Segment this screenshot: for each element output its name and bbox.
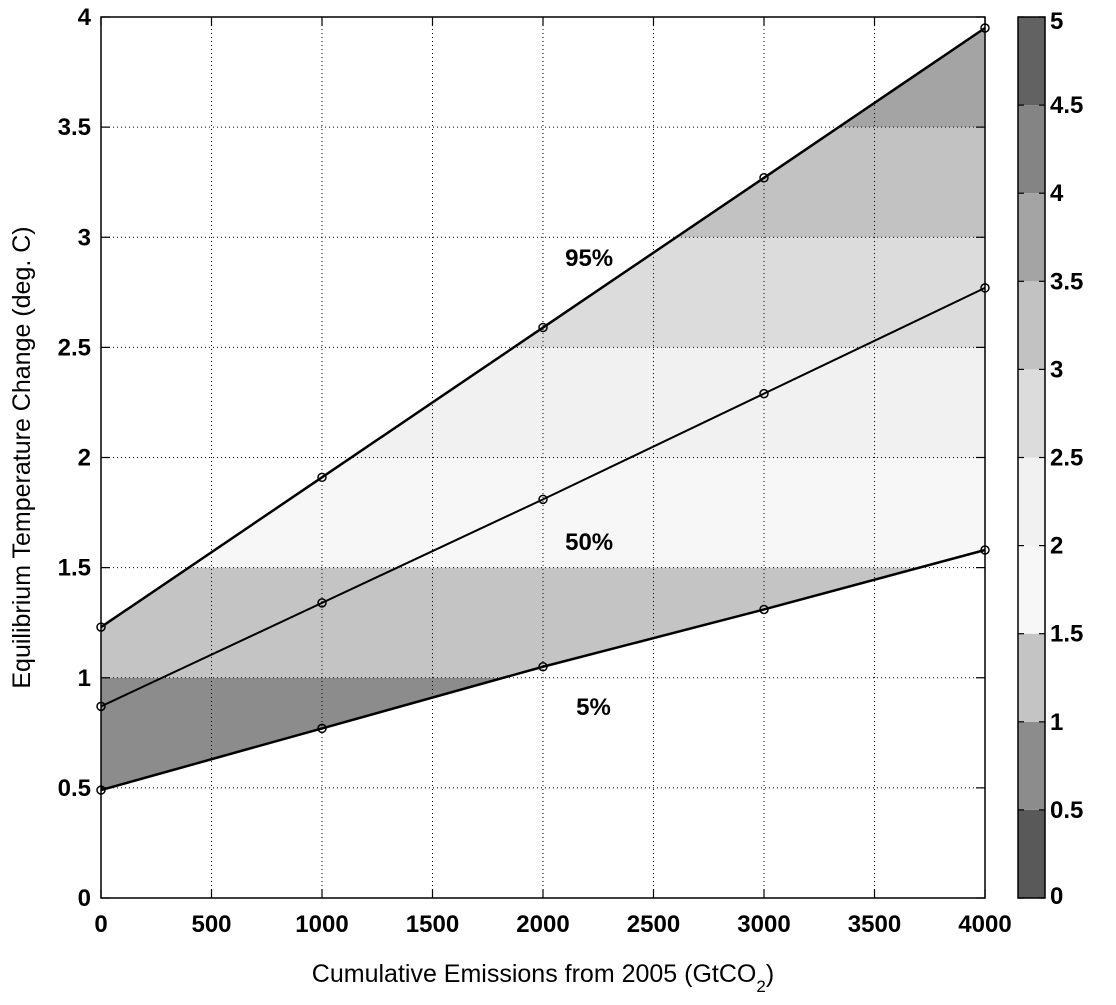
x-tick-label-1: 500 bbox=[191, 911, 231, 938]
y-tick-label-5: 2.5 bbox=[58, 334, 91, 361]
data-point-95pct-1 bbox=[317, 472, 327, 483]
x-tick-label-7: 3500 bbox=[848, 911, 901, 938]
colorbar-band-2 bbox=[1018, 633, 1045, 722]
y-tick-label-4: 2 bbox=[78, 445, 91, 472]
y-tick-label-6: 3 bbox=[78, 224, 91, 251]
colorbar-tick-label-8: 4 bbox=[1050, 180, 1064, 207]
data-point-50pct-1 bbox=[317, 598, 327, 608]
series-line-5pct bbox=[100, 548, 986, 792]
colorbar-tick-label-4: 2 bbox=[1050, 533, 1063, 560]
data-point-5pct-1 bbox=[317, 723, 327, 734]
data-point-5pct-2 bbox=[538, 661, 548, 672]
fill-band-1 bbox=[101, 677, 985, 788]
data-point-5pct-3 bbox=[759, 604, 769, 615]
x-tick-label-0: 0 bbox=[94, 911, 107, 938]
series-line-50pct bbox=[100, 287, 986, 708]
y-tick-label-0: 0 bbox=[78, 885, 91, 912]
fill-band-3 bbox=[101, 457, 985, 568]
fill-band-4 bbox=[101, 347, 985, 458]
colorbar: 0 0.5 1 1.5 2 2.5 3 3.5 4 4.5 5 bbox=[1017, 8, 1083, 910]
colorbar-tick-label-10: 5 bbox=[1050, 8, 1063, 35]
data-point-50pct-3 bbox=[759, 388, 769, 399]
x-tick-label-5: 2500 bbox=[627, 911, 680, 938]
y-tick-label-2: 1 bbox=[78, 665, 91, 692]
data-point-50pct-2 bbox=[538, 494, 548, 505]
colorbar-band-1 bbox=[1018, 721, 1045, 810]
colorbar-band-7 bbox=[1018, 193, 1045, 282]
colorbar-tick-label-6: 3 bbox=[1050, 356, 1063, 383]
colorbar-band-4 bbox=[1018, 457, 1045, 546]
annotation-5pct: 5% bbox=[576, 694, 611, 721]
axes-group bbox=[100, 16, 986, 899]
y-tick-label-3: 1.5 bbox=[58, 555, 91, 582]
colorbar-tick-label-1: 0.5 bbox=[1050, 797, 1083, 824]
y-tick-label-8: 4 bbox=[78, 4, 92, 31]
colorbar-band-6 bbox=[1018, 281, 1045, 370]
x-tick-label-3: 1500 bbox=[406, 911, 459, 938]
colorbar-tick-label-9: 4.5 bbox=[1050, 92, 1083, 119]
x-tick-label-4: 2000 bbox=[516, 911, 569, 938]
x-tick-label-2: 1000 bbox=[295, 911, 348, 938]
x-axis-label-suffix: ) bbox=[766, 960, 774, 988]
fill-band-6 bbox=[101, 127, 985, 238]
y-tick-label-7: 3.5 bbox=[58, 114, 91, 141]
colorbar-tick-label-0: 0 bbox=[1050, 883, 1063, 910]
data-point-95pct-3 bbox=[759, 173, 769, 183]
colorbar-band-8 bbox=[1018, 105, 1045, 194]
x-tick-label-6: 3000 bbox=[737, 911, 790, 938]
series-lines-group bbox=[96, 23, 990, 795]
x-axis-label-subscript: 2 bbox=[756, 977, 765, 996]
labels-group: 0 500 1000 1500 2000 2500 3000 3500 4000 0 0.5 1 1.5… bbox=[8, 4, 1012, 996]
y-axis-label: Equilibrium Temperature Change (deg. C) bbox=[8, 226, 36, 688]
colorbar-tick-label-3: 1.5 bbox=[1050, 621, 1083, 648]
colorbar-band-9 bbox=[1018, 17, 1045, 106]
annotation-50pct: 50% bbox=[565, 529, 613, 556]
grid-group bbox=[101, 17, 985, 898]
colorbar-tick-label-2: 1 bbox=[1050, 709, 1063, 736]
series-line-95pct bbox=[100, 26, 986, 629]
data-point-95pct-2 bbox=[538, 322, 548, 333]
x-tick-label-8: 4000 bbox=[958, 911, 1011, 938]
colorbar-tick-label-7: 3.5 bbox=[1050, 268, 1083, 295]
colorbar-tick-label-5: 2.5 bbox=[1050, 445, 1083, 472]
annotation-95pct: 95% bbox=[565, 245, 613, 272]
y-tick-label-1: 0.5 bbox=[58, 775, 91, 802]
colorbar-band-3 bbox=[1018, 545, 1045, 634]
colorbar-band-5 bbox=[1018, 369, 1045, 458]
colorbar-band-0 bbox=[1018, 809, 1045, 898]
x-axis-label: Cumulative Emissions from 2005 (GtCO2) bbox=[312, 960, 774, 996]
